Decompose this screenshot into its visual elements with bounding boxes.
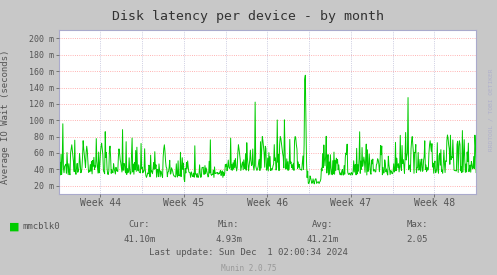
Text: 4.93m: 4.93m	[215, 235, 242, 244]
Text: Average IO Wait (seconds): Average IO Wait (seconds)	[1, 50, 10, 184]
Text: Max:: Max:	[407, 220, 428, 229]
Text: 2.05: 2.05	[407, 235, 428, 244]
Text: mmcblk0: mmcblk0	[22, 222, 60, 231]
Text: Last update: Sun Dec  1 02:00:34 2024: Last update: Sun Dec 1 02:00:34 2024	[149, 248, 348, 257]
Text: 41.21m: 41.21m	[307, 235, 339, 244]
Text: Munin 2.0.75: Munin 2.0.75	[221, 265, 276, 273]
Text: Min:: Min:	[218, 220, 240, 229]
Text: Avg:: Avg:	[312, 220, 334, 229]
Text: Disk latency per device - by month: Disk latency per device - by month	[112, 10, 385, 23]
Text: RRDTOOL / TOBI OETIKER: RRDTOOL / TOBI OETIKER	[489, 69, 494, 151]
Text: Cur:: Cur:	[128, 220, 150, 229]
Text: 41.10m: 41.10m	[123, 235, 155, 244]
Text: ■: ■	[9, 222, 19, 232]
